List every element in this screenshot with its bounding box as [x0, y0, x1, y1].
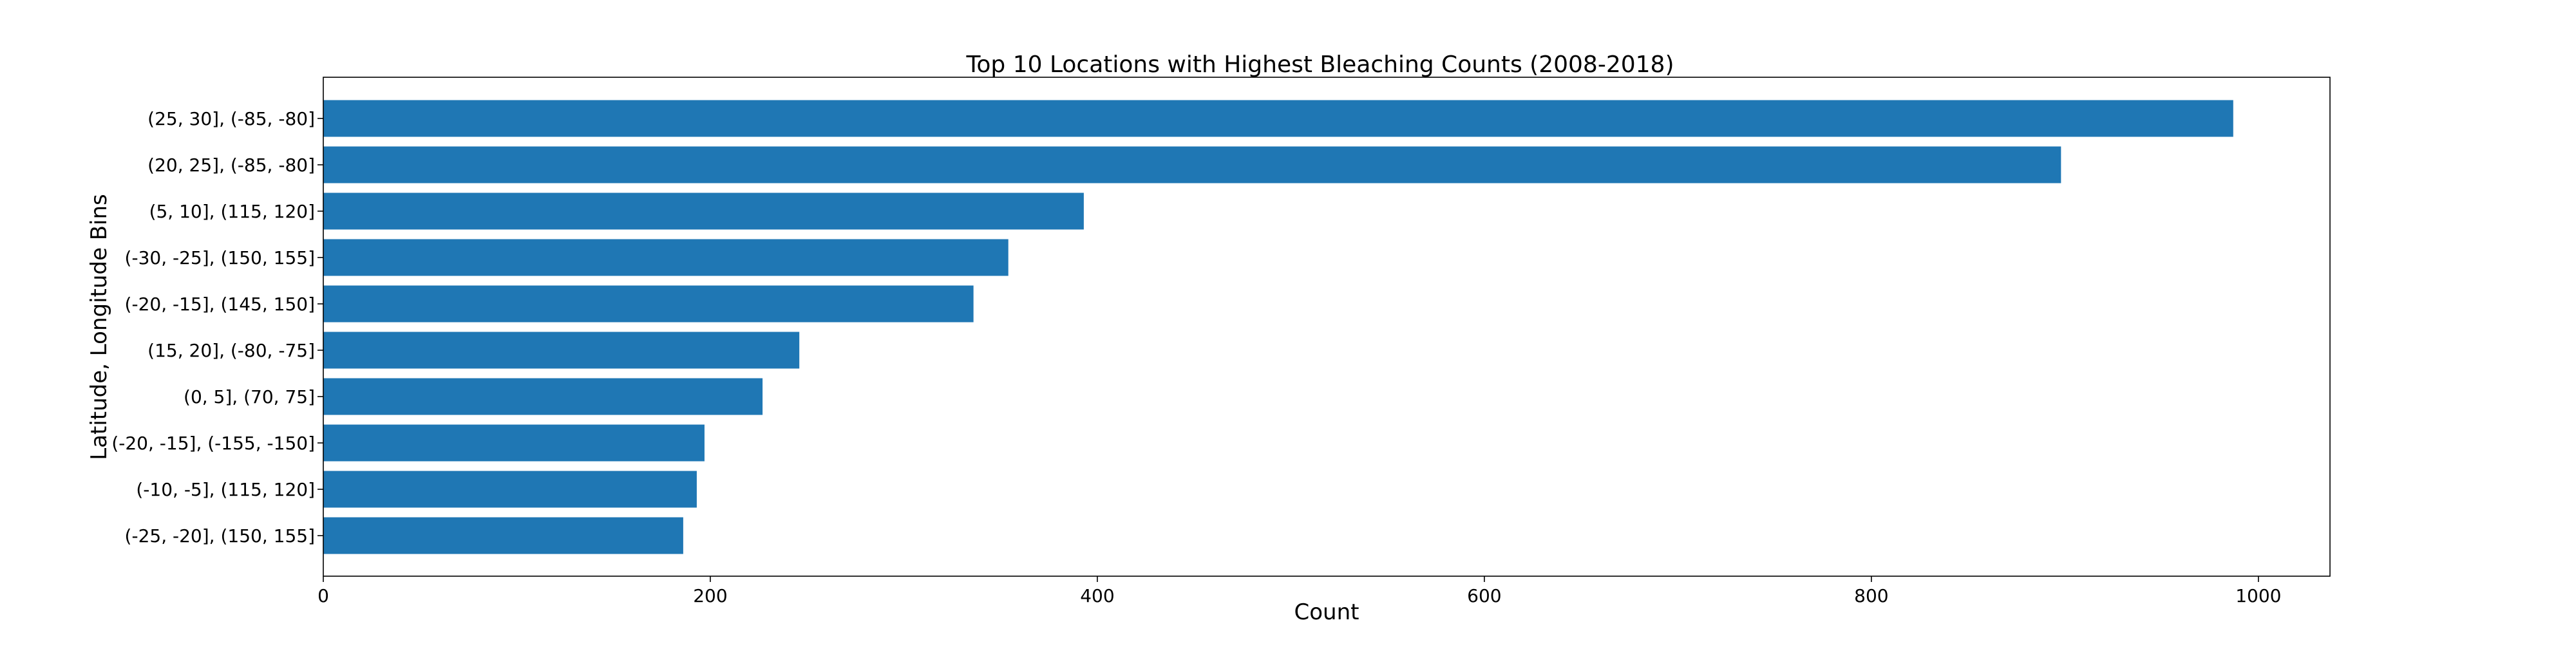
- x-tick-label: 600: [1467, 585, 1501, 606]
- y-tick-label: (-30, -25], (150, 155]: [125, 247, 315, 268]
- bar: [323, 100, 2233, 137]
- y-tick-label: (-25, -20], (150, 155]: [125, 525, 315, 547]
- bar: [323, 146, 2061, 183]
- y-tick-label: (25, 30], (-85, -80]: [147, 108, 315, 129]
- bar: [323, 517, 683, 554]
- x-tick-label: 800: [1854, 585, 1888, 606]
- y-tick-label: (0, 5], (70, 75]: [184, 386, 315, 408]
- y-axis-ticks: (25, 30], (-85, -80] (20, 25], (-85, -80]…: [111, 108, 323, 547]
- x-tick-label: 400: [1080, 585, 1114, 606]
- x-tick-label: 0: [317, 585, 329, 606]
- bar: [323, 471, 697, 508]
- y-tick-label: (-20, -15], (145, 150]: [125, 294, 315, 315]
- plot-frame: [323, 77, 2331, 577]
- x-axis-label: Count: [1294, 599, 1359, 625]
- x-axis-ticks: 0 200 400 600 800 1000: [317, 576, 2281, 606]
- bar: [323, 424, 705, 462]
- y-tick-label: (15, 20], (-80, -75]: [147, 340, 315, 361]
- x-tick-label: 1000: [2235, 585, 2281, 606]
- y-tick-label: (20, 25], (-85, -80]: [147, 155, 315, 176]
- bar: [323, 239, 1009, 276]
- bar: [323, 192, 1084, 230]
- y-tick-label: (-20, -15], (-155, -150]: [111, 433, 315, 454]
- bars-group: [323, 100, 2233, 554]
- chart-title: Top 10 Locations with Highest Bleaching …: [966, 52, 1674, 78]
- x-tick-label: 200: [693, 585, 727, 606]
- y-axis-label: Latitude, Longitude Bins: [86, 194, 112, 460]
- bar: [323, 285, 974, 323]
- bar: [323, 332, 800, 369]
- bar: [323, 378, 763, 415]
- y-tick-label: (-10, -5], (115, 120]: [136, 479, 315, 500]
- y-tick-label: (5, 10], (115, 120]: [149, 201, 315, 222]
